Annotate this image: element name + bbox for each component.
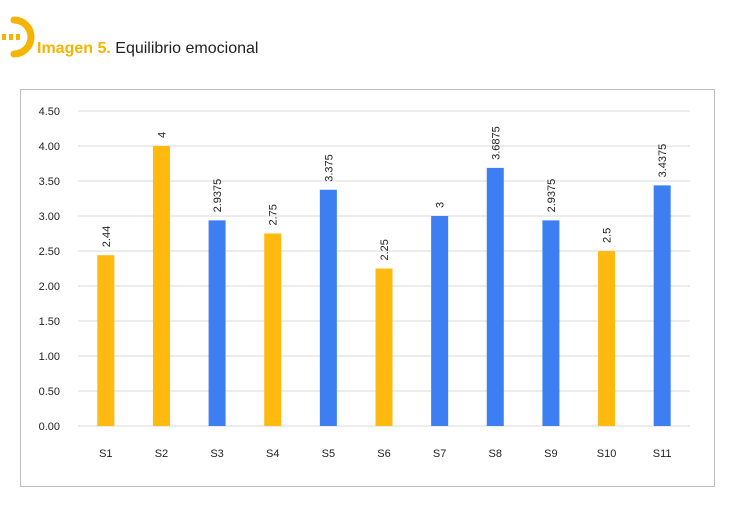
- data-label: 2.5: [602, 228, 614, 243]
- figure-caption: Imagen 5. Equilibrio emocional: [37, 40, 258, 58]
- data-label: 3: [435, 202, 447, 208]
- y-tick-label: 3.00: [39, 211, 60, 223]
- x-tick-label: S11: [653, 448, 672, 460]
- x-tick-label: S5: [322, 448, 335, 460]
- x-tick-label: S8: [489, 448, 502, 460]
- y-tick-label: 2.00: [39, 281, 60, 293]
- bar-s5: [319, 189, 337, 426]
- bar-s8: [486, 167, 504, 426]
- bar-s7: [431, 216, 449, 426]
- bar-s11: [653, 185, 671, 426]
- y-tick-label: 0.50: [39, 386, 60, 398]
- data-label: 2.25: [379, 239, 391, 260]
- y-tick-label: 4.50: [39, 106, 60, 118]
- data-label: 2.9375: [212, 179, 224, 213]
- x-tick-label: S6: [377, 448, 390, 460]
- x-tick-label: S3: [210, 448, 223, 460]
- x-tick-label: S2: [155, 448, 168, 460]
- y-tick-label: 2.50: [39, 246, 60, 258]
- data-label: 2.75: [268, 204, 280, 225]
- y-tick-label: 1.00: [39, 351, 60, 363]
- brand-logo-icon: [0, 16, 40, 58]
- bar-s3: [208, 220, 226, 426]
- data-label: 2.44: [101, 226, 113, 247]
- data-label: 3.375: [323, 154, 335, 182]
- x-tick-label: S4: [266, 448, 279, 460]
- bar-s6: [375, 268, 393, 426]
- figure-caption-title: Equilibrio emocional: [115, 40, 259, 57]
- bar-s4: [264, 233, 282, 426]
- x-tick-label: S1: [99, 448, 112, 460]
- x-tick-label: S7: [433, 448, 446, 460]
- data-label: 2.9375: [546, 179, 558, 213]
- data-label: 3.6875: [490, 126, 502, 160]
- bar-s10: [598, 251, 616, 426]
- chart-frame: [20, 89, 715, 487]
- y-tick-label: 3.50: [39, 176, 60, 188]
- x-tick-label: S10: [597, 448, 617, 460]
- bar-s9: [542, 220, 560, 426]
- y-tick-label: 0.00: [39, 421, 60, 433]
- data-label: 4: [156, 132, 168, 138]
- data-label: 3.4375: [657, 144, 669, 178]
- figure-caption-number: Imagen 5.: [37, 40, 111, 57]
- bar-s1: [97, 255, 115, 426]
- x-tick-label: S9: [544, 448, 557, 460]
- bar-s2: [152, 146, 170, 426]
- y-tick-label: 4.00: [39, 141, 60, 153]
- y-tick-label: 1.50: [39, 316, 60, 328]
